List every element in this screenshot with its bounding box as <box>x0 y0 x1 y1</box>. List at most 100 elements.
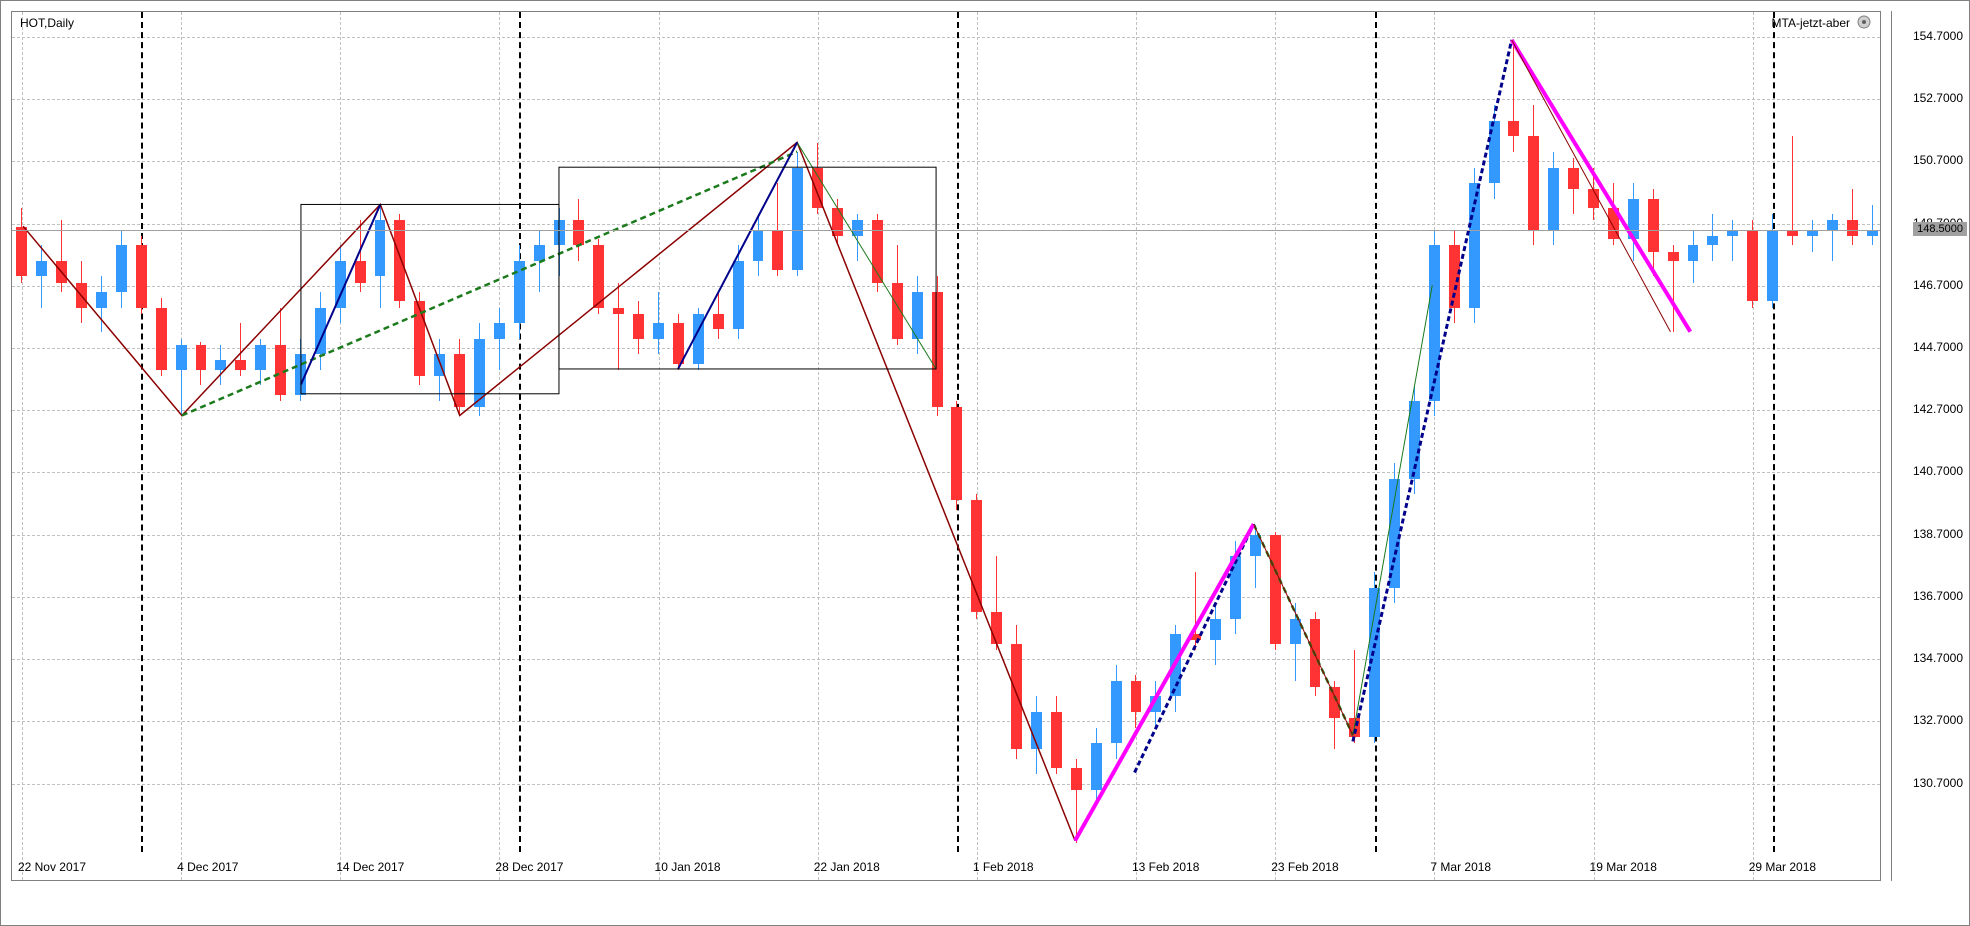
x-tick-label: 7 Mar 2018 <box>1430 860 1491 874</box>
candle-body <box>1528 136 1539 229</box>
y-tick-label: 144.7000 <box>1913 340 1963 354</box>
candle-body <box>812 168 823 208</box>
candle-body <box>1250 535 1261 557</box>
candle-body <box>474 339 485 407</box>
candle-body <box>1210 619 1221 641</box>
candle-body <box>1707 236 1718 245</box>
candle-body <box>1648 199 1659 252</box>
candle-body <box>136 245 147 307</box>
candle-body <box>394 220 405 301</box>
candle-body <box>1170 634 1181 696</box>
candle-body <box>534 245 545 261</box>
candle-body <box>1310 619 1321 687</box>
candle-body <box>1190 634 1201 640</box>
current-price-tag: 148.5000 <box>1913 222 1967 236</box>
y-tick-label: 132.7000 <box>1913 713 1963 727</box>
candle-body <box>971 500 982 612</box>
candle-body <box>792 168 803 271</box>
candle-body <box>434 354 445 376</box>
candle-body <box>1628 199 1639 239</box>
y-tick-label: 142.7000 <box>1913 402 1963 416</box>
x-tick-label: 28 Dec 2017 <box>495 860 563 874</box>
candle-body <box>295 354 306 394</box>
candle-body <box>554 220 565 245</box>
x-tick-label: 22 Jan 2018 <box>814 860 880 874</box>
y-tick-label: 130.7000 <box>1913 776 1963 790</box>
candle-body <box>1668 252 1679 261</box>
y-tick-label: 134.7000 <box>1913 651 1963 665</box>
candle-body <box>156 308 167 370</box>
candle-body <box>255 345 266 370</box>
candle-body <box>991 612 1002 643</box>
candle-body <box>1489 121 1500 183</box>
candle-body <box>1568 168 1579 190</box>
candle-body <box>673 323 684 363</box>
candle-body <box>76 283 87 308</box>
y-tick-label: 138.7000 <box>1913 527 1963 541</box>
x-tick-label: 19 Mar 2018 <box>1590 860 1657 874</box>
y-tick-label: 136.7000 <box>1913 589 1963 603</box>
candle-body <box>693 314 704 364</box>
x-tick-label: 1 Feb 2018 <box>973 860 1034 874</box>
candle-body <box>494 323 505 339</box>
candle-body <box>633 314 644 339</box>
candle-body <box>1091 743 1102 790</box>
y-tick-label: 152.7000 <box>1913 91 1963 105</box>
x-tick-label: 22 Nov 2017 <box>18 860 86 874</box>
period-separator <box>519 12 521 852</box>
candle-body <box>96 292 107 308</box>
y-tick-label: 154.7000 <box>1913 29 1963 43</box>
candle-body <box>335 261 346 308</box>
candle-wick <box>539 230 540 292</box>
candle-body <box>235 360 246 369</box>
chart-title: HOT,Daily <box>20 16 74 30</box>
candle-body <box>613 308 624 314</box>
candle-body <box>1111 681 1122 743</box>
chart-container: HOT,Daily MTA-jetzt-aber 22 Nov 20174 De… <box>0 0 1970 926</box>
candle-body <box>1071 768 1082 790</box>
y-tick-label: 150.7000 <box>1913 153 1963 167</box>
candle-body <box>355 261 366 283</box>
candle-body <box>454 354 465 407</box>
candle-body <box>753 230 764 261</box>
candle-body <box>1270 535 1281 644</box>
candle-body <box>653 323 664 339</box>
y-tick-label: 146.7000 <box>1913 278 1963 292</box>
candle-body <box>1847 220 1858 236</box>
candle-wick <box>618 283 619 370</box>
x-tick-label: 13 Feb 2018 <box>1132 860 1199 874</box>
candle-body <box>215 360 226 369</box>
candle-body <box>1747 230 1758 302</box>
candle-body <box>733 261 744 329</box>
chart-plot-area[interactable]: HOT,Daily MTA-jetzt-aber 22 Nov 20174 De… <box>11 11 1881 881</box>
candle-body <box>1767 230 1778 302</box>
candle-body <box>832 208 843 236</box>
candle-body <box>1548 168 1559 230</box>
candle-body <box>1290 619 1301 644</box>
candle-body <box>1469 183 1480 307</box>
candle-body <box>593 245 604 307</box>
x-tick-label: 29 Mar 2018 <box>1749 860 1816 874</box>
candle-body <box>36 261 47 277</box>
candle-wick <box>1872 205 1873 245</box>
x-tick-label: 10 Jan 2018 <box>655 860 721 874</box>
candle-body <box>1429 245 1440 401</box>
candle-body <box>514 261 525 323</box>
candle-body <box>1409 401 1420 479</box>
candle-body <box>315 308 326 355</box>
candle-body <box>1389 479 1400 588</box>
period-separator <box>141 12 143 852</box>
candle-body <box>1051 712 1062 768</box>
candle-body <box>892 283 903 339</box>
candle-body <box>912 292 923 339</box>
candle-wick <box>41 245 42 307</box>
candle-body <box>1349 718 1360 737</box>
candle-wick <box>499 308 500 370</box>
candle-body <box>56 261 67 283</box>
candle-body <box>275 345 286 395</box>
indicator-name: MTA-jetzt-aber <box>1772 16 1850 30</box>
candle-body <box>116 245 127 292</box>
candle-body <box>1011 644 1022 750</box>
candle-body <box>1329 687 1340 718</box>
candle-body <box>1827 220 1838 229</box>
